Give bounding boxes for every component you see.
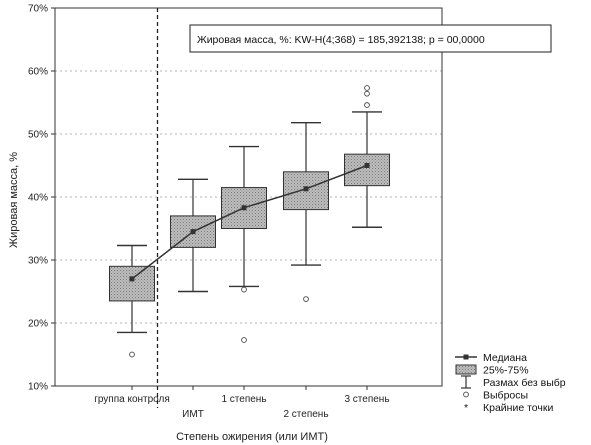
iqr-box: [221, 187, 267, 230]
stat-annotation-text: Жировая масса, %: KW-H(4;368) = 185,3921…: [197, 34, 485, 46]
x-axis-ticks: группа контроля ИМТ 1 степень 2 степень 3 ст…: [94, 386, 390, 420]
iqr-box: [109, 265, 155, 302]
legend-item: * Крайние точки: [464, 402, 553, 414]
legend-label: Медиана: [483, 352, 527, 364]
legend-item: 25%-75%: [455, 364, 529, 376]
y-tick-label: 60%: [28, 67, 48, 78]
median-marker: [190, 229, 196, 235]
median-marker: [129, 276, 135, 282]
y-tick-label: 10%: [28, 382, 48, 393]
outlier-point: [241, 286, 247, 293]
box-series: [109, 85, 390, 358]
legend-median-marker: [463, 354, 469, 360]
y-tick-label: 70%: [28, 4, 48, 15]
median-marker: [303, 186, 309, 192]
outlier-point: [241, 337, 247, 343]
box-group: [283, 121, 329, 302]
y-tick-label: 20%: [28, 319, 48, 330]
legend-label: 25%-75%: [483, 364, 529, 376]
legend-item: Медиана: [455, 352, 527, 364]
stat-annotation-box: [189, 24, 552, 53]
median-line-series: [129, 163, 370, 282]
x-tick-label: 1 степень: [221, 394, 266, 405]
x-axis-title: Степень ожирения (или ИМТ): [176, 431, 328, 443]
box-group: [170, 178, 216, 293]
box-group: [344, 85, 390, 228]
legend-extreme-symbol: *: [464, 402, 468, 414]
y-tick-label: 40%: [28, 193, 48, 204]
legend-item: Размах без выбр: [461, 375, 566, 389]
iqr-box: [344, 153, 390, 187]
box-group: [109, 244, 155, 358]
legend-item: Выбросы: [463, 389, 528, 401]
legend-label: Крайние точки: [483, 402, 553, 414]
outlier-point: [364, 102, 370, 108]
x-tick-label: 2 степень: [283, 409, 328, 420]
y-tick-label: 50%: [28, 130, 48, 141]
y-tick-label: 30%: [28, 256, 48, 267]
outlier-point: [364, 85, 370, 91]
outlier-point: [364, 90, 370, 97]
x-tick-label: ИМТ: [182, 409, 204, 420]
legend-outlier-symbol: [463, 391, 469, 398]
x-tick-label: 3 степень: [344, 394, 389, 405]
outlier-point: [303, 296, 309, 302]
stat-annotation: Жировая масса, %: KW-H(4;368) = 185,3921…: [189, 24, 552, 53]
box-group: [221, 145, 267, 343]
legend-label: Размах без выбр: [483, 377, 566, 389]
x-tick-label: группа контроля: [94, 394, 170, 405]
legend-box-symbol: [455, 364, 477, 375]
outlier-point: [129, 351, 135, 358]
y-axis-title: Жировая масса, %: [8, 152, 20, 248]
median-marker: [364, 163, 370, 168]
median-marker: [241, 205, 247, 211]
y-axis-ticks: 10% 20% 30% 40% 50% 60% 70%: [28, 4, 55, 393]
legend-label: Выбросы: [483, 389, 528, 401]
